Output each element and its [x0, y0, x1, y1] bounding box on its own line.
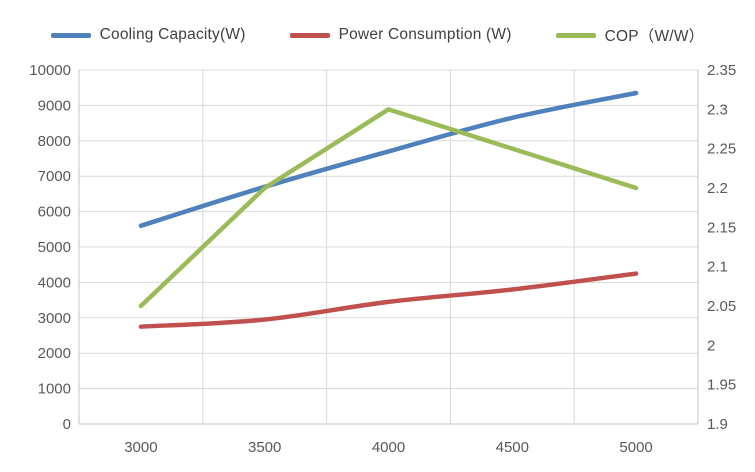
left-axis-tick: 0 — [63, 416, 71, 433]
right-axis-tick: 1.9 — [707, 416, 728, 433]
left-axis-tick: 8000 — [38, 133, 71, 150]
left-axis-tick: 7000 — [38, 168, 71, 185]
x-axis-tick: 4000 — [372, 439, 405, 456]
legend-item-power-consumption: Power Consumption (W) — [289, 26, 512, 44]
right-axis-tick: 2.35 — [707, 62, 736, 79]
left-axis-tick: 2000 — [38, 345, 71, 362]
series-line-power-consumption-w — [138, 271, 639, 329]
left-axis-tick: 5000 — [38, 239, 71, 256]
right-axis-tick: 1.95 — [707, 377, 736, 394]
series-line-cooling-capacity-w — [138, 90, 639, 229]
right-axis-tick: 2.1 — [707, 259, 728, 276]
legend: Cooling Capacity(W) Power Consumption (W… — [0, 24, 755, 46]
x-axis-tick: 3500 — [248, 439, 281, 456]
legend-label-cop: COP（W/W） — [604, 28, 705, 45]
legend-swatch-cop — [555, 32, 596, 38]
left-axis-tick: 3000 — [38, 310, 71, 327]
x-axis-tick: 3000 — [124, 439, 157, 456]
left-axis-tick: 1000 — [38, 381, 71, 398]
legend-swatch-cooling-capacity — [50, 32, 91, 38]
left-axis-tick: 4000 — [38, 274, 71, 291]
x-axis-tick: 5000 — [619, 439, 652, 456]
left-axis-tick: 10000 — [29, 62, 71, 79]
legend-item-cooling-capacity: Cooling Capacity(W) — [50, 26, 246, 44]
legend-label-cooling-capacity: Cooling Capacity(W) — [99, 26, 246, 43]
legend-swatch-power-consumption — [289, 32, 330, 38]
left-axis-tick: 6000 — [38, 204, 71, 221]
right-axis-tick: 2 — [707, 337, 715, 354]
legend-item-cop: COP（W/W） — [555, 24, 705, 46]
right-axis-tick: 2.05 — [707, 298, 736, 315]
right-axis-tick: 2.15 — [707, 219, 736, 236]
x-axis-tick: 4500 — [496, 439, 529, 456]
right-axis-tick: 2.2 — [707, 180, 728, 197]
left-axis-tick: 9000 — [38, 97, 71, 114]
series-line-cop-w-w — [138, 107, 639, 309]
right-axis-tick: 2.3 — [707, 101, 728, 118]
right-axis-tick: 2.25 — [707, 141, 736, 158]
legend-label-power-consumption: Power Consumption (W) — [338, 26, 512, 43]
